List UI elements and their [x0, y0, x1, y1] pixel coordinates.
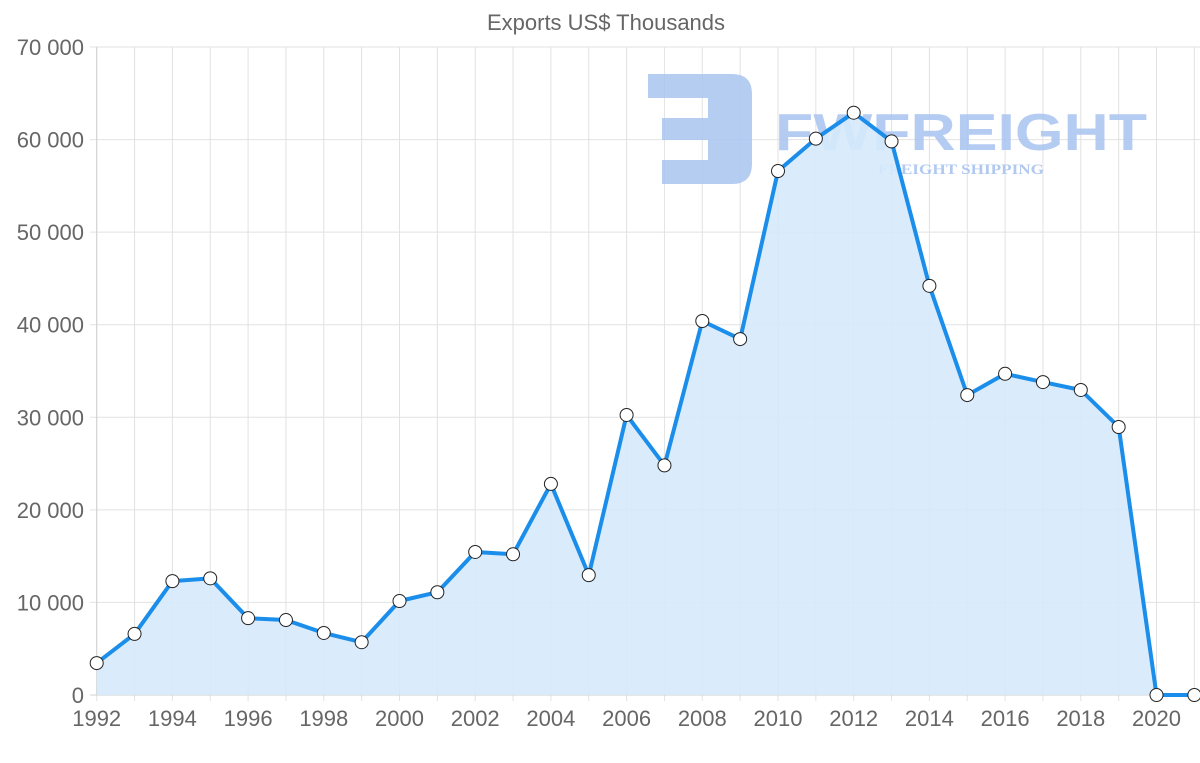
y-axis: 0 10 000 20 000 30 000 40 000 50 000 60 000 70 … — [17, 35, 84, 708]
x-tick-label: 2014 — [905, 706, 954, 731]
data-point[interactable] — [543, 476, 558, 491]
x-tick-label: 2002 — [451, 706, 500, 731]
x-tick-label: 2020 — [1132, 706, 1181, 731]
x-tick-label: 2004 — [526, 706, 575, 731]
data-point[interactable] — [695, 314, 710, 329]
data-point[interactable] — [619, 407, 634, 422]
data-point[interactable] — [430, 585, 445, 600]
watermark-tagline: FREIGHT SHIPPING — [878, 162, 1044, 178]
data-point[interactable] — [1149, 688, 1164, 702]
x-tick-label: 2008 — [678, 706, 727, 731]
data-points — [89, 105, 1200, 702]
data-point[interactable] — [657, 458, 672, 473]
y-tick-label: 10 000 — [17, 590, 84, 615]
data-point[interactable] — [203, 571, 218, 586]
x-tick-label: 1998 — [299, 706, 348, 731]
x-tick-label: 2000 — [375, 706, 424, 731]
data-point[interactable] — [581, 568, 596, 583]
x-tick-label: 2006 — [602, 706, 651, 731]
data-point[interactable] — [354, 635, 369, 650]
data-point[interactable] — [392, 594, 407, 609]
data-point[interactable] — [1111, 420, 1126, 435]
watermark-logo: FWFREIGHT FREIGHT SHIPPING — [648, 74, 1147, 184]
data-point[interactable] — [468, 544, 483, 559]
x-tick-label: 1994 — [148, 706, 197, 731]
data-point[interactable] — [1073, 382, 1088, 397]
chart-title: Exports US$ Thousands — [487, 10, 725, 35]
x-tick-label: 1996 — [224, 706, 273, 731]
data-point[interactable] — [241, 611, 256, 626]
data-point[interactable] — [922, 278, 937, 293]
y-tick-label: 30 000 — [17, 405, 84, 430]
data-point[interactable] — [506, 547, 521, 562]
data-point[interactable] — [1035, 375, 1050, 390]
x-axis: 1992 1994 1996 1998 2000 2002 2004 2006 2008 2010… — [72, 706, 1181, 731]
data-point[interactable] — [998, 366, 1013, 381]
y-tick-label: 50 000 — [17, 220, 84, 245]
data-point[interactable] — [733, 332, 748, 347]
data-point[interactable] — [846, 105, 861, 120]
data-point[interactable] — [1187, 688, 1200, 702]
data-point[interactable] — [960, 388, 975, 403]
x-tick-label: 2012 — [829, 706, 878, 731]
data-point[interactable] — [278, 613, 293, 628]
data-point[interactable] — [165, 574, 180, 589]
data-point[interactable] — [127, 626, 142, 641]
y-tick-label: 70 000 — [17, 35, 84, 60]
x-tick-label: 2016 — [981, 706, 1030, 731]
series-area-fill — [96, 112, 1195, 695]
x-tick-label: 1992 — [72, 706, 121, 731]
logo-mark-icon — [648, 74, 752, 184]
data-point[interactable] — [316, 625, 331, 640]
data-point[interactable] — [808, 131, 823, 146]
x-tick-label: 2010 — [754, 706, 803, 731]
x-tick-label: 2018 — [1056, 706, 1105, 731]
y-tick-label: 40 000 — [17, 313, 84, 338]
y-tick-label: 0 — [72, 683, 84, 708]
data-point[interactable] — [884, 134, 899, 149]
y-tick-label: 60 000 — [17, 128, 84, 153]
data-point[interactable] — [771, 164, 785, 179]
y-tick-label: 20 000 — [17, 498, 84, 523]
data-point[interactable] — [89, 656, 104, 671]
